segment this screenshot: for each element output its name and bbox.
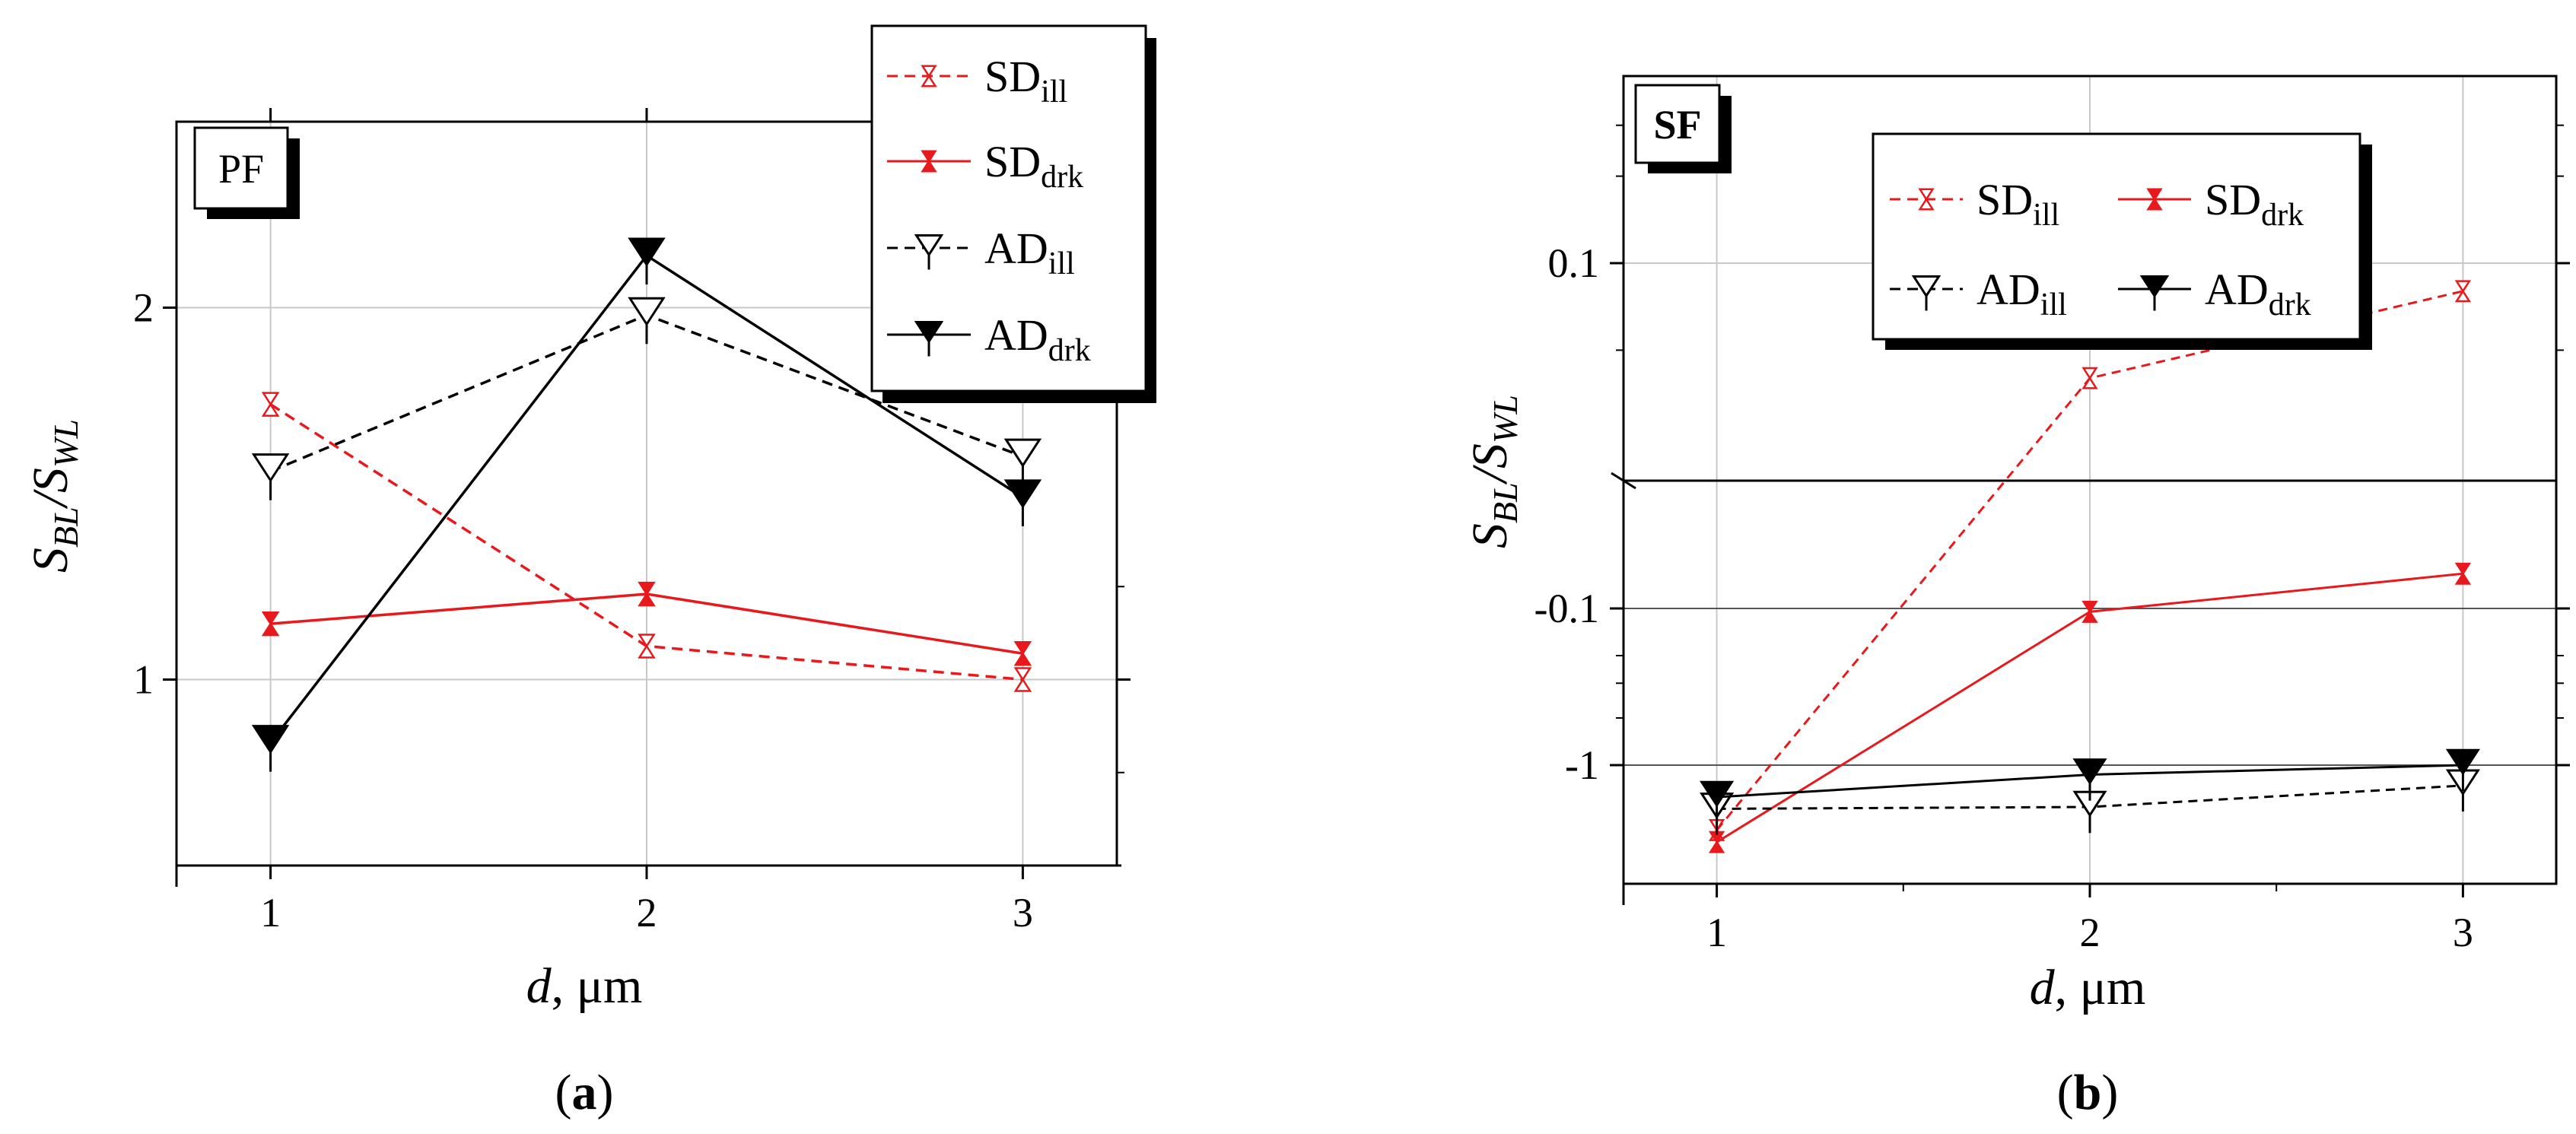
panel-a-legend: SDill SDdrk ADill ADdrk [870,24,1156,403]
panel-b-y-axis-title: SBL/SWL [1462,395,1525,548]
panel-a-point-ad-ill-0 [251,453,290,500]
panel-a-y-tick-label-1: 2 [133,285,154,331]
panel-a-y-axis-title: SBL/SWL [23,419,85,573]
panel-b-y-tick-label-1: -0.1 [1534,586,1599,631]
panel-b-legend-label-2: ADill [1977,265,2067,322]
panel-b-point-sd-drk-0 [1708,831,1725,853]
panel-b-ticks: 1 2 3 0.1 -0.1 -1 [1534,124,2570,955]
panel-b-point-sd-drk-2 [2454,562,2472,585]
panel-a-badge: PF [193,126,300,219]
panel-a-badge-label: PF [218,146,264,192]
panel-b-legend-box [1872,132,2361,341]
panel-b-legend: SDill SDdrk ADill ADdrk [1872,132,2372,350]
panel-a-legend-item-ad-ill: ADill [887,224,1075,281]
panel-b-legend-marker-3 [2139,275,2170,311]
panel-a-legend-label-2: ADill [984,224,1075,281]
panel-b-point-sd-ill-2 [2454,280,2472,303]
panel-a-series [251,237,1042,772]
panel-a-x-tick-label-1: 2 [637,890,657,935]
panel-a-x-tick-label-2: 3 [1013,890,1033,935]
panel-b-legend-item-ad-drk: ADdrk [2118,265,2311,322]
panel-a-point-sd-ill-0 [261,392,280,417]
panel-b-badge: SF [1634,84,1732,173]
panel-b-legend-marker-1 [2146,188,2163,211]
panel-a-y-tick-label-0: 1 [133,657,154,703]
panel-b-legend-marker-0 [1918,188,1935,211]
panel-b-y-tick-label-0: 0.1 [1548,240,1600,286]
panel-b-x-tick-label-2: 3 [2453,910,2473,955]
panel-a-legend-marker-2 [914,234,944,270]
panel-a-legend-item-sd-ill: SDill [887,52,1067,110]
panel-a-point-sd-ill-1 [638,634,656,659]
panel-a-point-ad-drk-1 [628,237,666,285]
panel-b-badge-label: SF [1653,102,1701,148]
panel-b-legend-label-0: SDill [1977,175,2059,233]
panel-a-point-sd-ill-2 [1013,667,1032,692]
panel-a-legend-marker-0 [921,65,937,87]
panel-a-legend-item-ad-drk: ADdrk [887,310,1091,368]
panel-b-legend-marker-2 [1911,275,1942,311]
panel-a-caption: (a) [555,1065,614,1120]
panel-a-chart: 1 2 3 1 2 SDill SDdrk ADill ADdrk PF d, μm SBL/… [23,24,1156,1120]
panel-a-point-sd-drk-1 [638,581,656,607]
panel-a-x-axis-title: d, μm [526,958,643,1014]
panel-a-legend-marker-1 [921,150,937,173]
panel-b-point-sd-drk-1 [2081,600,2098,623]
panel-b-point-ad-drk-1 [2072,758,2107,801]
panel-b-axis-break-mark [1611,472,1636,490]
panel-a-legend-label-1: SDdrk [984,137,1083,195]
panel-b-x-axis-title: d, μm [2030,960,2146,1015]
panel-b-legend-label-1: SDdrk [2205,175,2304,233]
panel-b-chart: 1 2 3 0.1 -0.1 -1 SDill SDdrk ADill ADdrk SF d, … [1462,75,2570,1120]
panel-b-x-tick-label-0: 1 [1706,910,1727,955]
panel-a-point-sd-drk-2 [1013,641,1032,666]
panel-a-point-ad-ill-2 [1003,438,1042,486]
panel-b-legend-item-ad-ill: ADill [1890,265,2067,322]
panel-a-legend-item-sd-drk: SDdrk [887,137,1083,195]
panel-b-point-sd-ill-1 [2081,367,2098,389]
panel-a-point-ad-ill-1 [628,297,666,345]
panel-b-legend-label-3: ADdrk [2205,265,2311,322]
panel-a-point-ad-drk-2 [1003,479,1042,526]
panel-a-x-tick-label-0: 1 [260,890,281,935]
panel-a-legend-label-0: SDill [984,52,1067,110]
panel-b-caption: (b) [2057,1065,2119,1120]
panel-b-legend-item-sd-drk: SDdrk [2118,175,2304,233]
panel-b-x-tick-label-1: 2 [2080,910,2101,955]
panel-b-point-ad-drk-2 [2445,748,2480,792]
panel-b-legend-item-sd-ill: SDill [1890,175,2059,233]
panel-a-legend-box [870,24,1147,392]
panel-b-point-ad-drk-0 [1700,780,1735,824]
panel-a-point-sd-drk-0 [261,611,280,637]
panel-a-legend-marker-3 [914,321,944,357]
panel-a-point-ad-drk-0 [251,725,290,772]
panel-a-legend-label-3: ADdrk [984,310,1091,368]
panel-a-ticks: 1 2 3 1 2 [133,108,1131,935]
panel-b-y-tick-label-2: -1 [1565,742,1599,788]
